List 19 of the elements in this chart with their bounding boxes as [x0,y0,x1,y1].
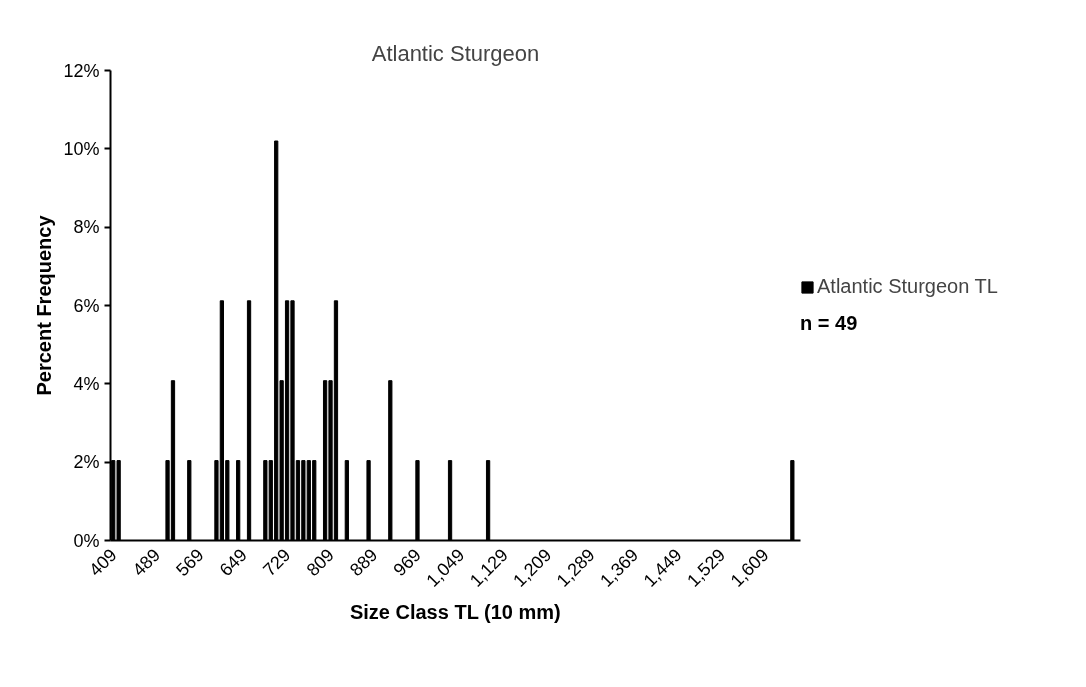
x-tick-label: 969 [389,544,425,581]
annotation: n = 49 [800,312,859,335]
chart-title: Atlantic Sturgeon [371,40,540,66]
y-tick-label: 12% [63,60,100,81]
x-tick-label: 729 [259,544,295,581]
x-axis-title: Size Class TL (10 mm) [349,600,561,623]
y-tick-label: 10% [63,138,100,159]
y-tick-label: 4% [73,373,100,394]
x-tick-label: 809 [302,544,338,581]
y-axis-title: Percent Frequency [33,214,56,396]
x-tick-label: 489 [128,544,165,581]
y-tick-label: 8% [73,217,100,238]
x-tick-label: 569 [172,544,208,581]
x-tick-label: 649 [215,544,252,581]
y-tick-label: 0% [73,530,100,551]
y-tick-label: 6% [73,295,100,316]
legend-label: Atlantic Sturgeon TL [817,275,998,298]
y-tick-label: 2% [73,452,100,473]
x-tick-label: 889 [346,544,382,581]
